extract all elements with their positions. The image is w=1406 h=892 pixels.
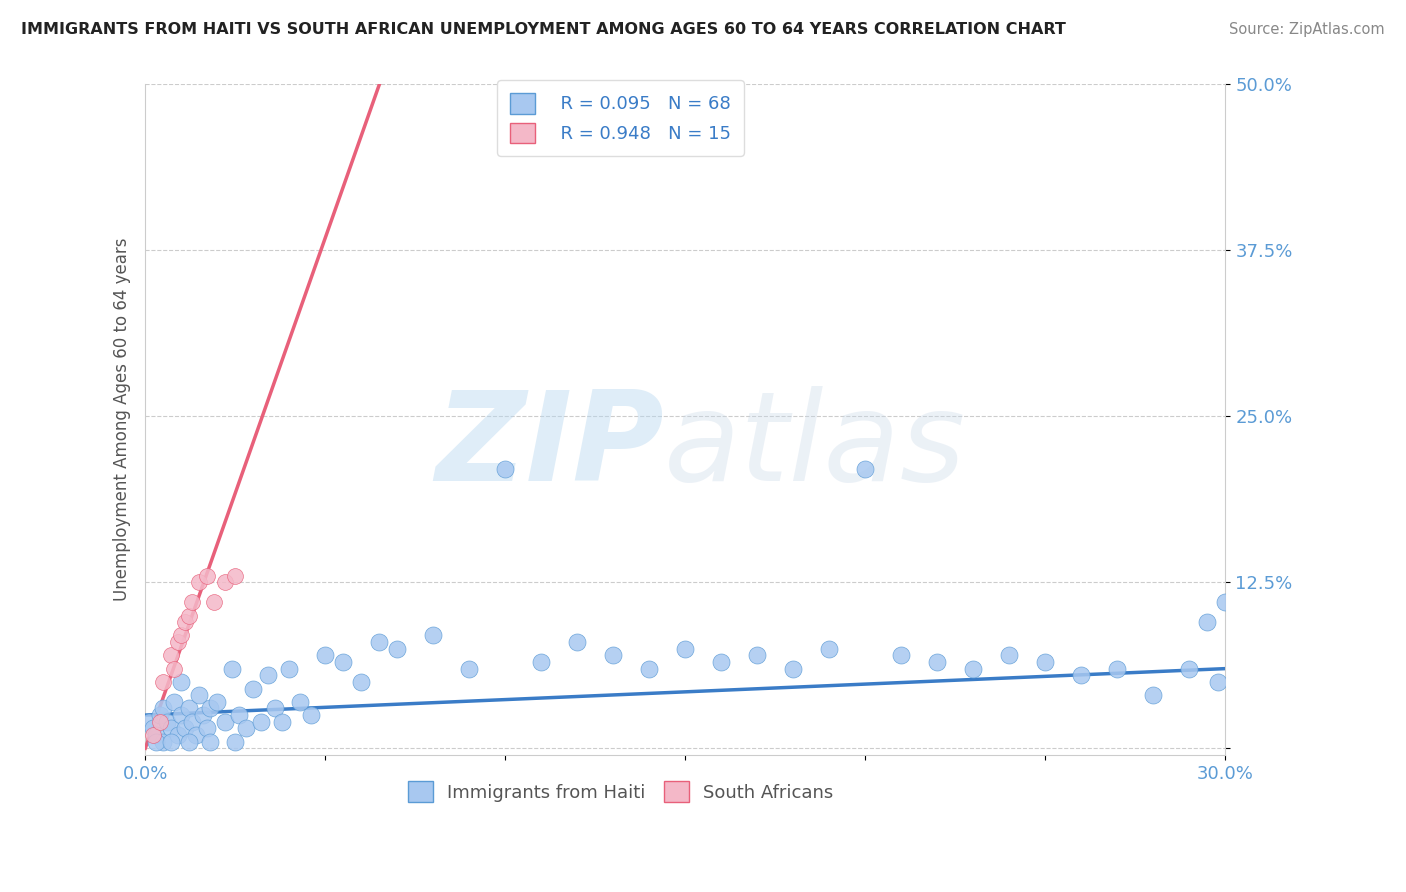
Point	[166, 635, 188, 649]
Point	[314, 648, 336, 663]
Point	[264, 701, 287, 715]
Point	[890, 648, 912, 663]
Y-axis label: Unemployment Among Ages 60 to 64 years: Unemployment Among Ages 60 to 64 years	[114, 238, 131, 601]
Point	[177, 608, 200, 623]
Point	[221, 662, 243, 676]
Point	[224, 734, 246, 748]
Point	[191, 708, 214, 723]
Point	[177, 734, 200, 748]
Point	[195, 722, 218, 736]
Point	[214, 575, 236, 590]
Point	[207, 695, 229, 709]
Point	[249, 714, 271, 729]
Point	[567, 635, 589, 649]
Point	[422, 628, 444, 642]
Point	[1215, 595, 1237, 609]
Point	[170, 708, 193, 723]
Point	[156, 714, 179, 729]
Point	[256, 668, 278, 682]
Point	[163, 662, 186, 676]
Point	[530, 655, 553, 669]
Point	[458, 662, 481, 676]
Point	[188, 688, 211, 702]
Point	[188, 575, 211, 590]
Point	[638, 662, 661, 676]
Point	[299, 708, 322, 723]
Point	[198, 734, 221, 748]
Point	[195, 568, 218, 582]
Point	[181, 714, 204, 729]
Point	[152, 701, 174, 715]
Point	[1070, 668, 1092, 682]
Point	[138, 714, 160, 729]
Point	[228, 708, 250, 723]
Point	[152, 674, 174, 689]
Point	[170, 674, 193, 689]
Point	[235, 722, 257, 736]
Point	[145, 728, 167, 742]
Point	[166, 728, 188, 742]
Point	[184, 728, 207, 742]
Point	[271, 714, 294, 729]
Point	[163, 695, 186, 709]
Text: Source: ZipAtlas.com: Source: ZipAtlas.com	[1229, 22, 1385, 37]
Point	[198, 701, 221, 715]
Point	[242, 681, 264, 696]
Point	[141, 728, 163, 742]
Point	[673, 641, 696, 656]
Point	[818, 641, 841, 656]
Point	[350, 674, 373, 689]
Point	[174, 615, 197, 629]
Point	[141, 722, 163, 736]
Point	[927, 655, 949, 669]
Point	[224, 568, 246, 582]
Point	[149, 714, 172, 729]
Point	[782, 662, 804, 676]
Point	[747, 648, 769, 663]
Text: atlas: atlas	[664, 386, 966, 507]
Text: IMMIGRANTS FROM HAITI VS SOUTH AFRICAN UNEMPLOYMENT AMONG AGES 60 TO 64 YEARS CO: IMMIGRANTS FROM HAITI VS SOUTH AFRICAN U…	[21, 22, 1066, 37]
Point	[202, 595, 225, 609]
Legend: Immigrants from Haiti, South Africans: Immigrants from Haiti, South Africans	[396, 771, 845, 813]
Point	[855, 462, 877, 476]
Point	[1035, 655, 1057, 669]
Point	[174, 722, 197, 736]
Point	[159, 722, 181, 736]
Point	[149, 708, 172, 723]
Point	[710, 655, 733, 669]
Point	[1197, 615, 1219, 629]
Point	[998, 648, 1021, 663]
Point	[368, 635, 391, 649]
Point	[145, 734, 167, 748]
Point	[288, 695, 311, 709]
Point	[602, 648, 624, 663]
Point	[1142, 688, 1164, 702]
Point	[1206, 674, 1229, 689]
Point	[278, 662, 301, 676]
Point	[962, 662, 984, 676]
Point	[214, 714, 236, 729]
Point	[159, 648, 181, 663]
Point	[181, 595, 204, 609]
Point	[332, 655, 354, 669]
Point	[1107, 662, 1129, 676]
Point	[170, 628, 193, 642]
Point	[494, 462, 516, 476]
Point	[387, 641, 409, 656]
Point	[177, 701, 200, 715]
Point	[152, 734, 174, 748]
Point	[159, 734, 181, 748]
Text: ZIP: ZIP	[434, 386, 664, 507]
Point	[1178, 662, 1201, 676]
